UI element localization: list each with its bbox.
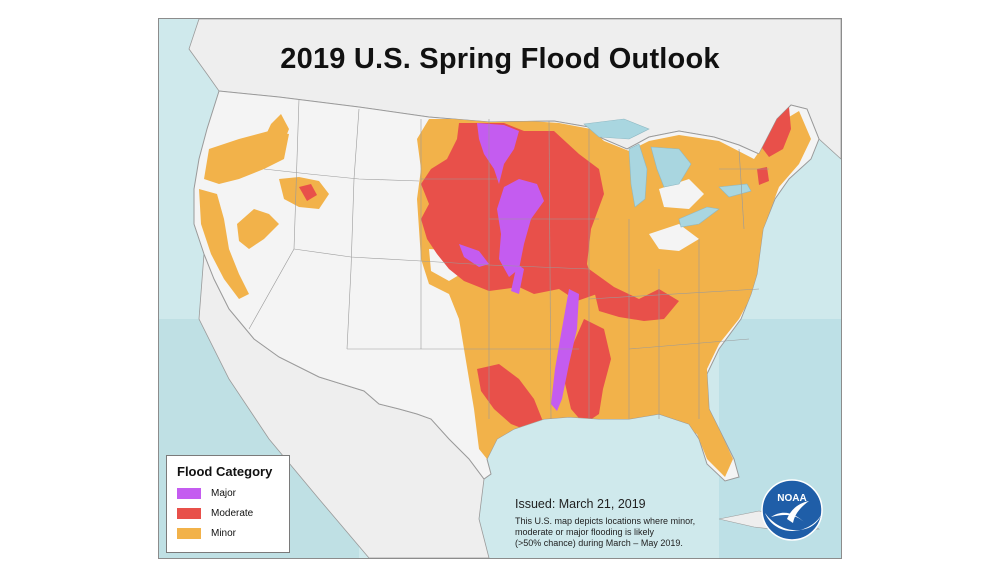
legend: Flood Category Major Moderate Minor [166, 455, 290, 553]
map-note-line: (>50% chance) during March – May 2019. [515, 538, 683, 548]
noaa-logo-text: NOAA [777, 493, 806, 504]
map-note: This U.S. map depicts locations where mi… [515, 516, 715, 549]
state-boundaries [248, 98, 769, 420]
map-title: 2019 U.S. Spring Flood Outlook [280, 43, 720, 75]
legend-item-moderate: Moderate [177, 506, 253, 520]
legend-label-moderate: Moderate [211, 507, 254, 519]
flood-outlook-map [159, 19, 841, 558]
legend-title: Flood Category [177, 464, 273, 479]
legend-swatch-major [177, 487, 201, 499]
major-flood-areas [459, 123, 579, 411]
legend-label-major: Major [211, 487, 237, 499]
legend-swatch-minor [177, 527, 201, 539]
map-note-line: This U.S. map depicts locations where mi… [515, 516, 696, 526]
legend-item-minor: Minor [177, 526, 236, 540]
issued-date: Issued: March 21, 2019 [515, 497, 646, 511]
legend-label-minor: Minor [211, 527, 237, 539]
noaa-logo-icon: NOAA [761, 479, 823, 541]
legend-swatch-moderate [177, 507, 201, 519]
legend-item-major: Major [177, 486, 236, 500]
map-frame: 2019 U.S. Spring Flood Outlook Flood Cat… [158, 18, 842, 559]
map-note-line: moderate or major flooding is likely [515, 527, 655, 537]
great-lakes [583, 118, 752, 228]
